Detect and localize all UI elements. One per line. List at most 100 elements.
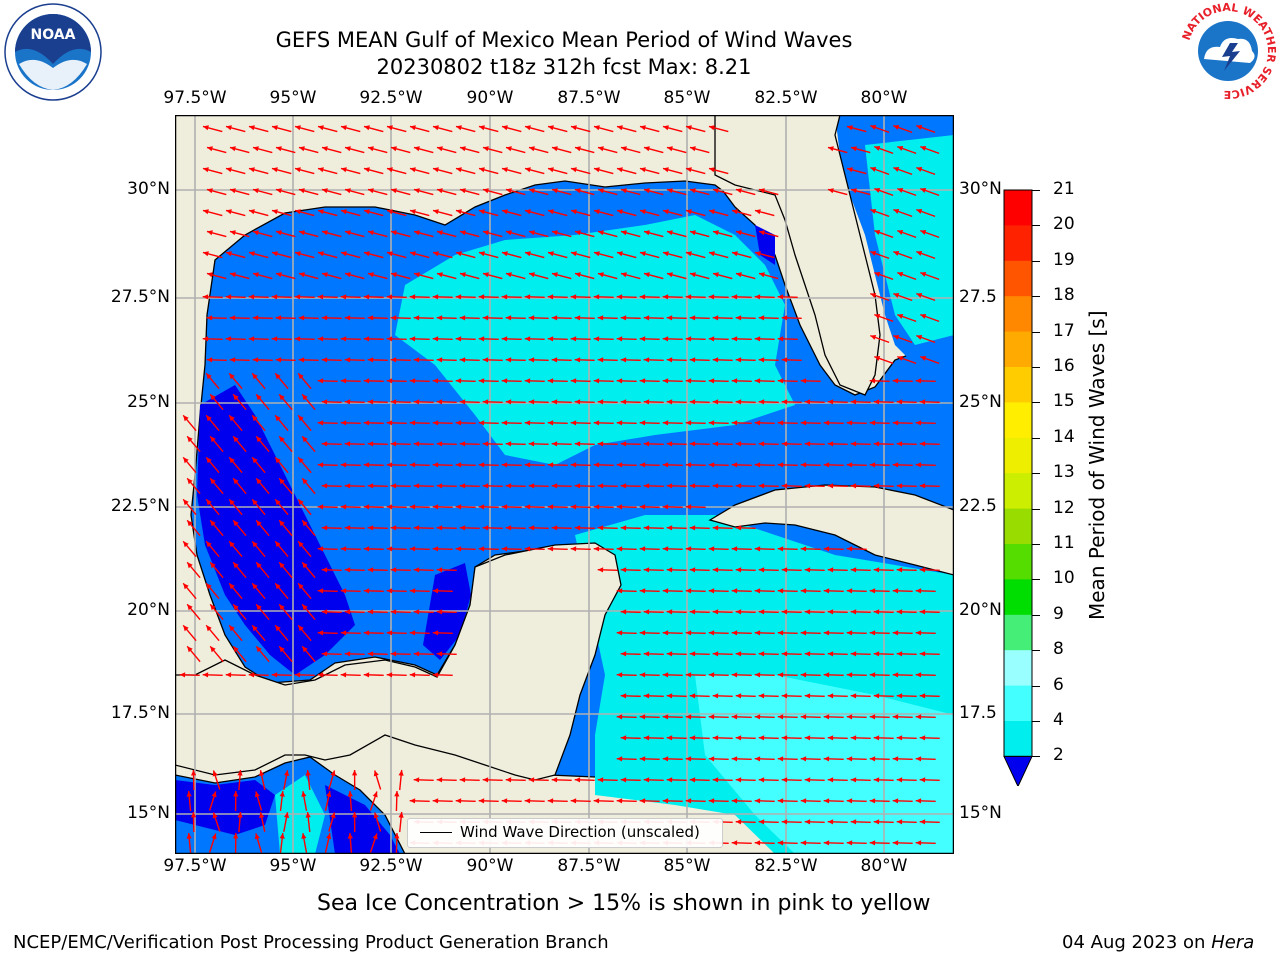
- wind-wave-arrow: [804, 777, 825, 783]
- wind-wave-arrow: [689, 146, 710, 154]
- wind-wave-arrow: [639, 378, 660, 384]
- wind-wave-arrow: [639, 672, 660, 678]
- latitude-label-right: 27.5: [959, 287, 997, 307]
- wind-wave-arrow: [777, 840, 798, 846]
- wind-wave-arrow: [850, 399, 871, 405]
- wind-wave-arrow: [804, 693, 825, 699]
- wind-wave-arrow: [919, 609, 940, 615]
- wind-wave-arrow: [846, 125, 867, 133]
- wind-wave-arrow: [616, 504, 637, 510]
- wind-wave-arrow: [182, 540, 197, 558]
- wind-wave-arrow: [551, 525, 572, 531]
- wind-wave-arrow: [294, 167, 315, 175]
- wind-wave-arrow: [685, 588, 706, 594]
- longitude-label-bottom: 82.5°W: [754, 856, 818, 876]
- wind-wave-arrow: [186, 435, 201, 453]
- colorbar-tick-mark: [1032, 614, 1040, 616]
- wind-wave-arrow: [616, 546, 637, 552]
- wind-wave-arrow: [482, 525, 503, 531]
- wind-wave-arrow: [321, 609, 342, 615]
- wind-wave-arrow: [570, 378, 591, 384]
- wind-wave-arrow: [305, 770, 311, 790]
- wind-wave-arrow: [298, 230, 319, 238]
- wind-wave-arrow: [735, 735, 756, 741]
- wind-wave-arrow: [202, 167, 223, 175]
- wind-wave-arrow: [252, 230, 273, 238]
- wind-wave-arrow: [501, 167, 522, 175]
- wind-wave-arrow: [873, 777, 894, 783]
- colorbar-tick-mark: [1032, 225, 1040, 227]
- wind-wave-arrow: [593, 336, 614, 342]
- wind-wave-arrow: [297, 456, 312, 474]
- wind-wave-arrow: [367, 441, 388, 447]
- wind-wave-arrow: [390, 272, 411, 280]
- wind-wave-arrow: [344, 272, 365, 280]
- wind-wave-arrow: [436, 188, 457, 196]
- wind-wave-arrow: [758, 230, 779, 238]
- colorbar-tick-mark: [1032, 437, 1040, 439]
- wind-wave-arrow: [455, 546, 476, 552]
- wind-wave-arrow: [639, 209, 660, 217]
- wind-wave-arrow: [846, 630, 867, 636]
- wind-wave-arrow: [800, 420, 821, 426]
- wind-wave-arrow: [340, 167, 361, 175]
- wind-wave-arrow: [873, 441, 894, 447]
- gulf-of-mexico-map: [175, 115, 954, 854]
- wind-wave-arrow: [735, 315, 756, 321]
- wind-wave-arrow: [735, 272, 756, 280]
- wind-wave-arrow: [827, 819, 848, 825]
- latitude-label-right: 17.5: [959, 703, 997, 723]
- wind-wave-arrow: [846, 420, 867, 426]
- wind-wave-arrow: [255, 603, 270, 621]
- wind-wave-arrow: [639, 630, 660, 636]
- wind-wave-arrow: [666, 357, 687, 363]
- wind-wave-arrow: [182, 414, 197, 432]
- wind-wave-arrow: [225, 336, 246, 342]
- wind-wave-arrow: [275, 357, 296, 363]
- wind-wave-arrow: [321, 483, 342, 489]
- wind-wave-arrow: [436, 146, 457, 154]
- wind-wave-arrow: [643, 315, 664, 321]
- wind-wave-arrow: [229, 272, 250, 280]
- wind-wave-arrow: [850, 693, 871, 699]
- wind-wave-arrow: [735, 357, 756, 363]
- latitude-label-right: 30°N: [959, 179, 1002, 199]
- wind-wave-arrow: [823, 714, 844, 720]
- wind-wave-arrow: [916, 166, 936, 176]
- wind-wave-arrow: [363, 125, 384, 133]
- wind-wave-arrow: [593, 798, 614, 804]
- wind-wave-arrow: [459, 146, 480, 154]
- wind-wave-arrow: [758, 567, 779, 573]
- wind-wave-arrow: [777, 798, 798, 804]
- wind-wave-arrow: [754, 251, 775, 259]
- wind-wave-arrow: [386, 125, 407, 133]
- wind-wave-arrow: [870, 166, 890, 176]
- wind-wave-arrow: [593, 378, 614, 384]
- wind-wave-arrow: [317, 167, 338, 175]
- wind-wave-arrow: [248, 167, 269, 175]
- wind-wave-arrow: [413, 272, 434, 280]
- wind-wave-arrow: [252, 315, 273, 321]
- wind-wave-arrow: [528, 525, 549, 531]
- wind-wave-arrow: [597, 399, 618, 405]
- wind-wave-arrow: [259, 770, 266, 790]
- wind-wave-arrow: [893, 124, 913, 134]
- wind-wave-arrow: [873, 819, 894, 825]
- wind-wave-arrow: [301, 561, 316, 579]
- wind-wave-arrow: [436, 651, 457, 657]
- wind-wave-arrow: [274, 414, 289, 432]
- wind-wave-arrow: [186, 477, 201, 495]
- wind-wave-arrow: [206, 357, 227, 363]
- wind-wave-arrow: [455, 336, 476, 342]
- wind-wave-arrow: [777, 714, 798, 720]
- wind-wave-arrow: [754, 588, 775, 594]
- wind-wave-arrow: [528, 272, 549, 280]
- wind-wave-arrow: [455, 251, 476, 259]
- wind-wave-arrow: [892, 672, 913, 678]
- wind-wave-arrow: [781, 483, 802, 489]
- wind-wave-arrow: [896, 483, 917, 489]
- map-gridlines: [175, 115, 954, 854]
- wind-wave-arrow: [409, 462, 430, 468]
- wind-wave-arrow: [662, 378, 683, 384]
- wind-wave-arrow: [524, 167, 545, 175]
